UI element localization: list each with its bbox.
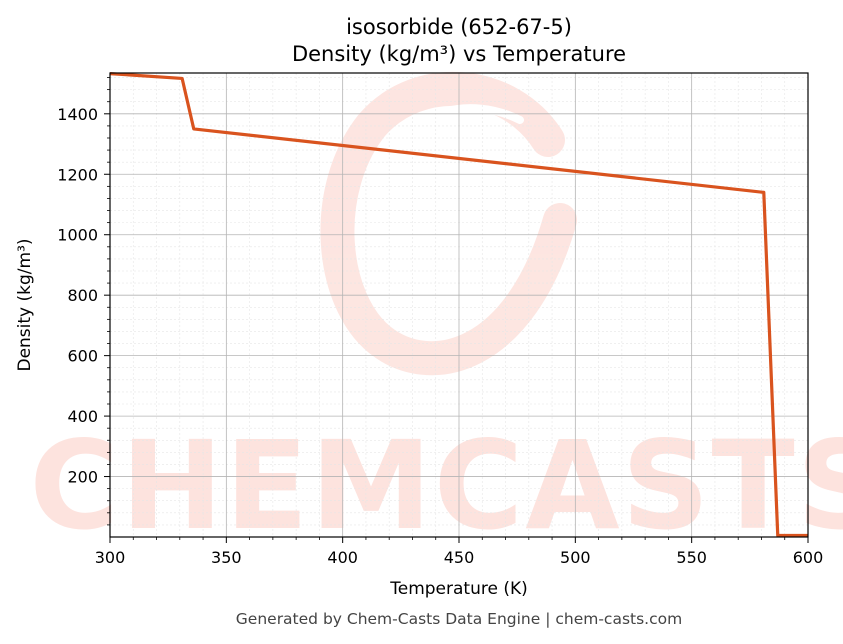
watermark-text: CHEMCASTS [29,415,843,557]
footer-credit: Generated by Chem-Casts Data Engine | ch… [236,610,682,628]
watermark-logo-icon [320,71,577,376]
x-axis-ticks: 300 350 400 450 500 550 600 [95,537,824,567]
y-tick-label: 200 [67,468,98,487]
x-axis-label: Temperature (K) [389,579,528,599]
y-tick-label: 1400 [57,105,98,124]
y-tick-label: 1000 [57,226,98,245]
x-tick-label: 400 [327,548,358,567]
watermark: CHEMCASTS [29,71,843,557]
y-tick-label: 800 [67,286,98,305]
y-tick-label: 400 [67,407,98,426]
x-tick-label: 500 [560,548,591,567]
y-axis-label: Density (kg/m³) [15,238,35,371]
x-tick-label: 550 [676,548,707,567]
x-tick-label: 450 [444,548,475,567]
y-tick-label: 1200 [57,165,98,184]
y-axis-ticks: 200 400 600 800 1000 1200 1400 [57,77,110,526]
grid-major [109,73,809,537]
x-tick-label: 300 [95,548,126,567]
y-tick-label: 600 [67,347,98,366]
series-line [109,72,808,538]
x-tick-label: 600 [793,548,824,567]
chart-subtitle: Density (kg/m³) vs Temperature [292,42,626,66]
chart-title: isosorbide (652-67-5) [346,15,572,39]
x-tick-label: 350 [211,548,242,567]
